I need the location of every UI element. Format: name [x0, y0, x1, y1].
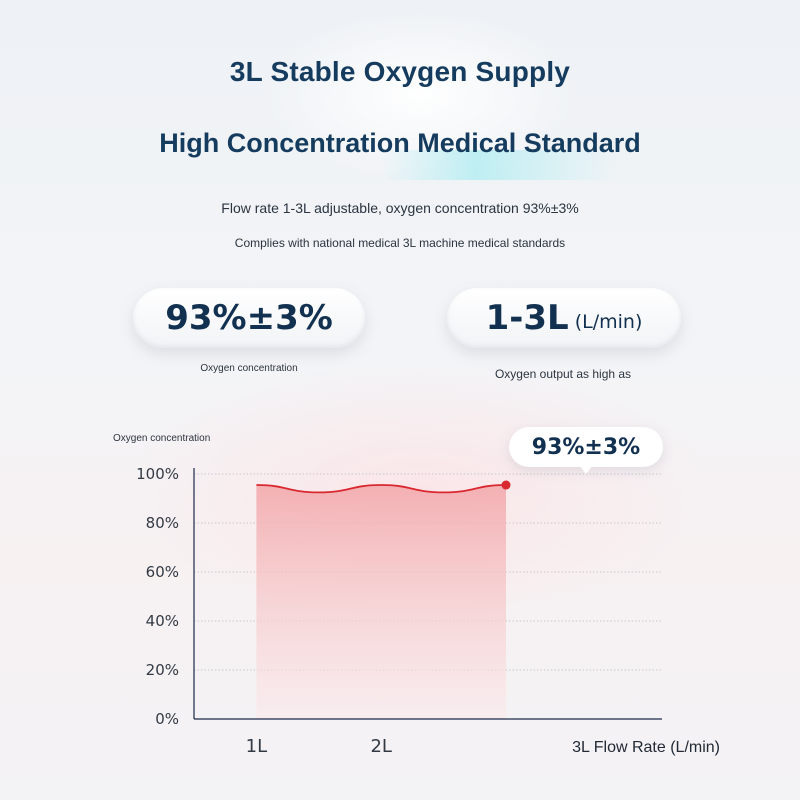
- page-title: 3L Stable Oxygen Supply: [229, 56, 571, 87]
- x-axis-title: 3L Flow Rate (L/min): [572, 739, 720, 756]
- highlight-callout-label: 93%±3%: [531, 434, 641, 460]
- flow-rate-caption: Oxygen output as high as: [494, 367, 632, 381]
- background-glow-cyan: [380, 150, 620, 180]
- x-tick-label: 1L: [246, 736, 267, 757]
- y-tick-label: 20%: [146, 661, 179, 679]
- concentration-badge: 93%±3%: [133, 288, 365, 348]
- concentration-value: 93%±3%: [165, 298, 333, 338]
- callout-pointer: [579, 465, 593, 474]
- x-tick-label: 2L: [370, 736, 391, 757]
- y-axis-title: Oxygen concentration: [113, 433, 211, 444]
- y-tick-label: 40%: [146, 612, 179, 630]
- y-tick-label: 60%: [146, 563, 179, 581]
- flow-rate-badge: 1-3L (L/min): [447, 288, 681, 348]
- highlight-point: [501, 480, 511, 490]
- y-tick-label: 80%: [146, 514, 179, 532]
- series-line: [256, 484, 507, 494]
- y-tick-label: 100%: [136, 465, 179, 483]
- flow-rate-unit: (L/min): [574, 311, 643, 333]
- flow-rate-value: 1-3L: [485, 298, 569, 338]
- area-fill: [256, 485, 506, 719]
- page-subtitle: High Concentration Medical Standard: [159, 128, 641, 158]
- highlight-callout: 93%±3%: [509, 427, 663, 467]
- y-tick-label: 0%: [155, 710, 179, 728]
- description-line-2: Complies with national medical 3L machin…: [234, 236, 566, 250]
- concentration-caption: Oxygen concentration: [200, 363, 298, 374]
- description-line-1: Flow rate 1-3L adjustable, oxygen concen…: [221, 200, 579, 216]
